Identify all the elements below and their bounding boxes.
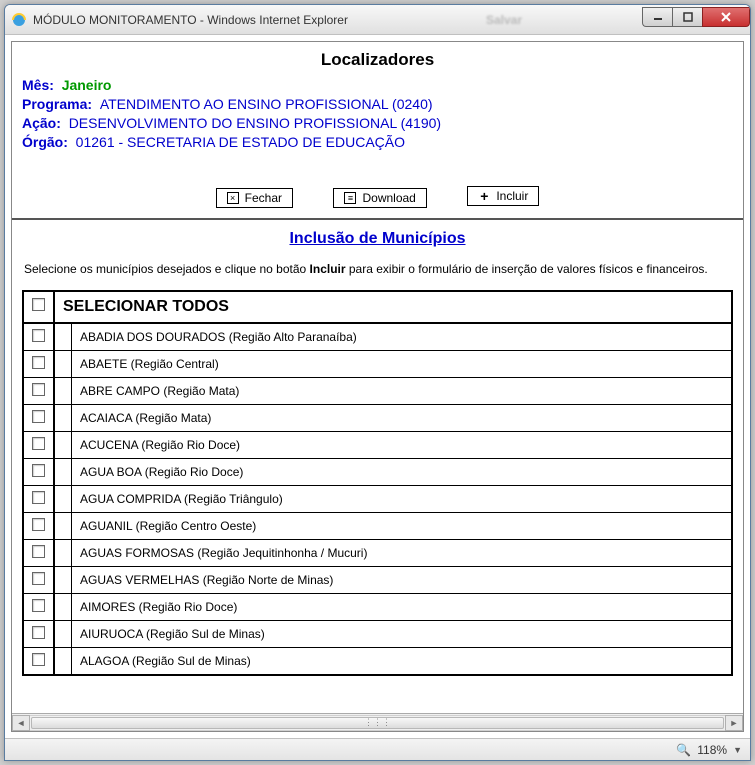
table-row: AGUAS FORMOSAS (Região Jequitinhonha / M…	[23, 540, 732, 567]
browser-window: MÓDULO MONITORAMENTO - Windows Internet …	[4, 4, 751, 761]
table-row: AGUA COMPRIDA (Região Triângulo)	[23, 486, 732, 513]
page-title: Localizadores	[12, 42, 743, 76]
row-checkbox[interactable]	[32, 653, 45, 666]
zoom-dropdown-icon[interactable]: ▼	[733, 745, 742, 755]
instruction-text: Selecione os municípios desejados e cliq…	[12, 254, 743, 290]
row-checkbox[interactable]	[32, 356, 45, 369]
municipio-name: AGUAS FORMOSAS (Região Jequitinhonha / M…	[72, 540, 733, 567]
acao-value: DESENVOLVIMENTO DO ENSINO PROFISSIONAL (…	[69, 115, 441, 131]
scroll-thumb[interactable]: ⋮⋮⋮	[31, 717, 724, 729]
table-row: AGUANIL (Região Centro Oeste)	[23, 513, 732, 540]
orgao-value: 01261 - SECRETARIA DE ESTADO DE EDUCAÇÃO	[76, 134, 405, 150]
municipio-name: ACUCENA (Região Rio Doce)	[72, 432, 733, 459]
titlebar: MÓDULO MONITORAMENTO - Windows Internet …	[5, 5, 750, 35]
municipio-name: ALAGOA (Região Sul de Minas)	[72, 648, 733, 676]
table-row: AIURUOCA (Região Sul de Minas)	[23, 621, 732, 648]
municipio-name: ABADIA DOS DOURADOS (Região Alto Paranaí…	[72, 323, 733, 351]
table-row: ACAIACA (Região Mata)	[23, 405, 732, 432]
table-row: ABRE CAMPO (Região Mata)	[23, 378, 732, 405]
orgao-label: Órgão:	[22, 134, 68, 150]
row-checkbox[interactable]	[32, 329, 45, 342]
row-checkbox[interactable]	[32, 626, 45, 639]
scroll-track[interactable]: ⋮⋮⋮	[30, 715, 725, 731]
row-checkbox[interactable]	[32, 383, 45, 396]
inner-panel: Localizadores Mês: Janeiro Programa: ATE…	[11, 41, 744, 732]
row-checkbox[interactable]	[32, 437, 45, 450]
row-checkbox[interactable]	[32, 491, 45, 504]
select-all-row: SELECIONAR TODOS	[23, 291, 732, 323]
municipio-name: AGUA BOA (Região Rio Doce)	[72, 459, 733, 486]
scroll-right-arrow[interactable]: ►	[725, 715, 743, 731]
table-row: ALAGOA (Região Sul de Minas)	[23, 648, 732, 676]
plus-icon: +	[478, 190, 490, 202]
fechar-label: Fechar	[245, 191, 282, 205]
mes-value: Janeiro	[62, 77, 112, 93]
select-all-checkbox[interactable]	[32, 298, 45, 311]
select-all-label: SELECIONAR TODOS	[54, 291, 732, 323]
row-checkbox[interactable]	[32, 599, 45, 612]
statusbar: 🔍 118% ▼	[5, 738, 750, 760]
subsection-title: Inclusão de Municípios	[289, 230, 465, 247]
close-button[interactable]	[702, 7, 750, 27]
row-checkbox[interactable]	[32, 518, 45, 531]
municipio-name: AGUANIL (Região Centro Oeste)	[72, 513, 733, 540]
programa-value: ATENDIMENTO AO ENSINO PROFISSIONAL (0240…	[100, 96, 433, 112]
close-icon: ×	[227, 192, 239, 204]
zoom-icon[interactable]: 🔍	[676, 743, 691, 757]
incluir-button[interactable]: + Incluir	[467, 186, 539, 206]
incluir-label: Incluir	[496, 189, 528, 203]
ghost-text: Salvar	[486, 13, 522, 27]
table-row: ABAETE (Região Central)	[23, 351, 732, 378]
municipio-name: AGUA COMPRIDA (Região Triângulo)	[72, 486, 733, 513]
row-checkbox[interactable]	[32, 464, 45, 477]
acao-label: Ação:	[22, 115, 61, 131]
info-block: Mês: Janeiro Programa: ATENDIMENTO AO EN…	[12, 76, 743, 162]
fechar-button[interactable]: × Fechar	[216, 188, 293, 208]
ie-icon	[11, 12, 27, 28]
scroll-left-arrow[interactable]: ◄	[12, 715, 30, 731]
instr-post: para exibir o formulário de inserção de …	[346, 262, 708, 276]
instr-pre: Selecione os municípios desejados e cliq…	[24, 262, 310, 276]
horizontal-scrollbar[interactable]: ◄ ⋮⋮⋮ ►	[12, 713, 743, 731]
subsection-title-wrap: Inclusão de Municípios	[12, 220, 743, 254]
table-row: ACUCENA (Região Rio Doce)	[23, 432, 732, 459]
button-row: × Fechar ≡ Download + Incluir	[12, 162, 743, 219]
zoom-level: 118%	[697, 743, 727, 757]
municipio-name: AIMORES (Região Rio Doce)	[72, 594, 733, 621]
frame-wrap: Inclusão de Municípios Selecione os muni…	[12, 218, 743, 713]
mes-label: Mês:	[22, 77, 54, 93]
download-icon: ≡	[344, 192, 356, 204]
instr-bold: Incluir	[310, 262, 346, 276]
programa-label: Programa:	[22, 96, 92, 112]
table-row: AGUAS VERMELHAS (Região Norte de Minas)	[23, 567, 732, 594]
municipio-name: ACAIACA (Região Mata)	[72, 405, 733, 432]
window-title: MÓDULO MONITORAMENTO - Windows Internet …	[33, 13, 486, 27]
frame-body[interactable]: Inclusão de Municípios Selecione os muni…	[12, 220, 743, 713]
municipio-name: ABRE CAMPO (Região Mata)	[72, 378, 733, 405]
maximize-button[interactable]	[672, 7, 702, 27]
row-checkbox[interactable]	[32, 410, 45, 423]
minimize-button[interactable]	[642, 7, 672, 27]
row-checkbox[interactable]	[32, 572, 45, 585]
municipio-name: AGUAS VERMELHAS (Região Norte de Minas)	[72, 567, 733, 594]
row-checkbox[interactable]	[32, 545, 45, 558]
municipio-table: SELECIONAR TODOS ABADIA DOS DOURADOS (Re…	[22, 290, 733, 676]
download-button[interactable]: ≡ Download	[333, 188, 426, 208]
window-controls	[642, 7, 750, 29]
table-row: AGUA BOA (Região Rio Doce)	[23, 459, 732, 486]
table-row: ABADIA DOS DOURADOS (Região Alto Paranaí…	[23, 323, 732, 351]
municipio-name: ABAETE (Região Central)	[72, 351, 733, 378]
content-area: Localizadores Mês: Janeiro Programa: ATE…	[5, 35, 750, 738]
download-label: Download	[362, 191, 415, 205]
municipio-name: AIURUOCA (Região Sul de Minas)	[72, 621, 733, 648]
table-row: AIMORES (Região Rio Doce)	[23, 594, 732, 621]
